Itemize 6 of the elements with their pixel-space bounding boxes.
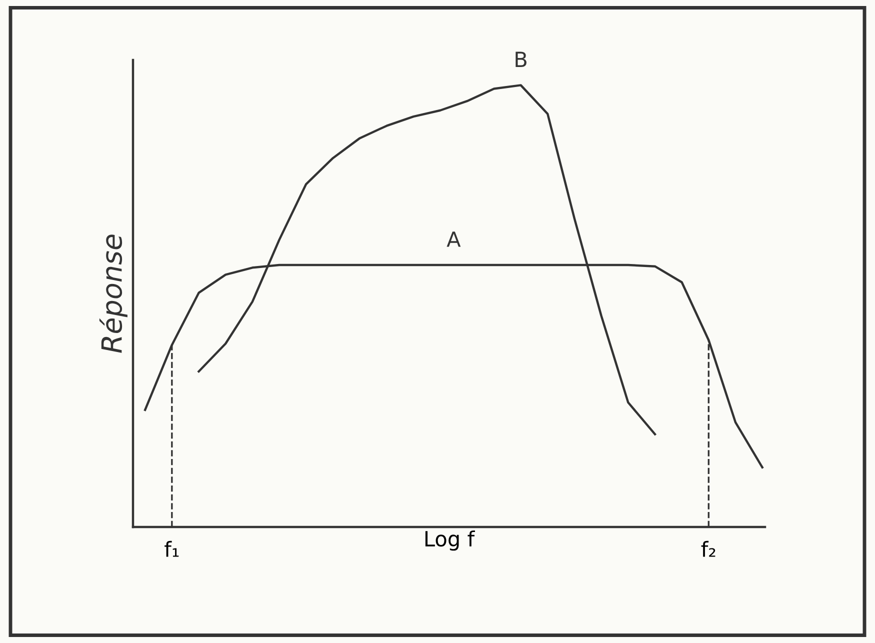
x-tick-label: f₁ [164, 540, 179, 557]
series-label: B [516, 52, 526, 67]
series-label: A [446, 232, 461, 247]
x-tick-label: f₂ [701, 540, 716, 557]
y-axis-title: Réponse [99, 234, 128, 353]
x-axis-title: Log f [425, 530, 475, 551]
